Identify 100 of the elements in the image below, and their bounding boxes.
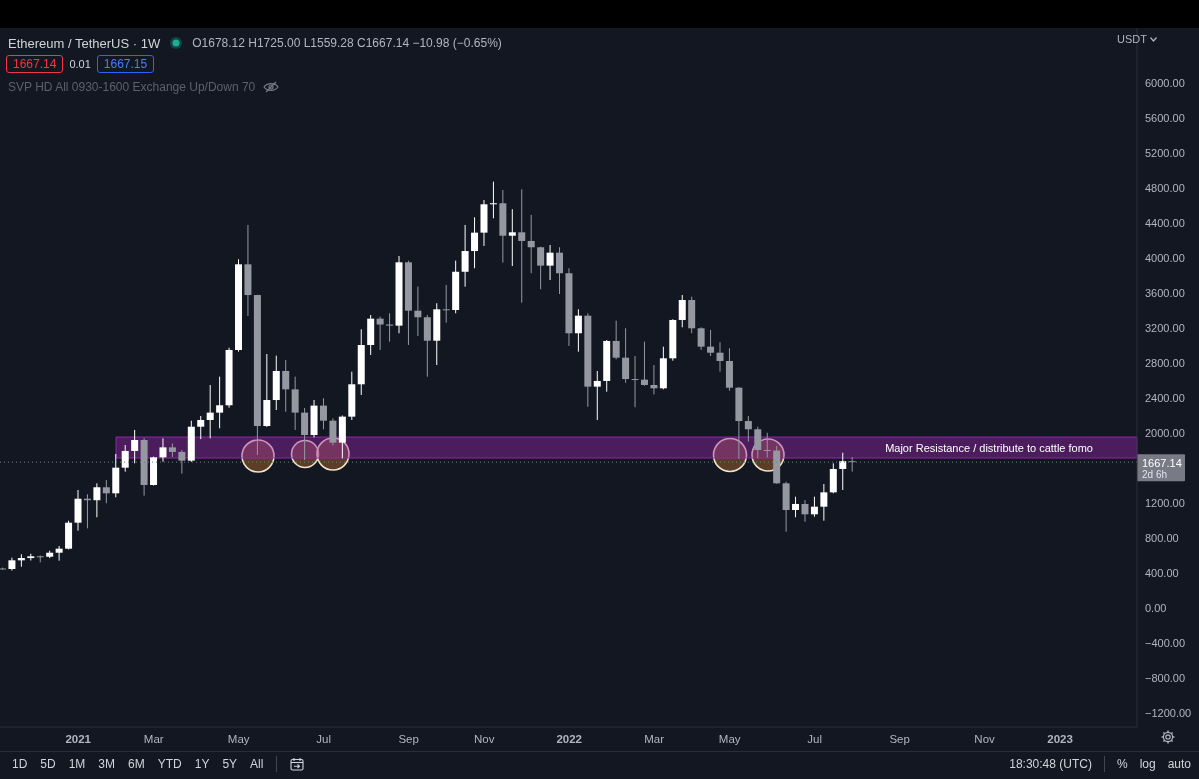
text: 5D — [40, 757, 56, 771]
text: auto — [1167, 757, 1191, 771]
text: 18:30:48 (UTC) — [1009, 757, 1092, 771]
candlestick — [102, 479, 110, 504]
text: 1D — [12, 757, 28, 771]
text: 3M — [98, 757, 116, 771]
candlestick — [442, 284, 450, 324]
band-label: Major Resistance / distribute to cattle fomo — [885, 441, 1093, 454]
candlestick — [593, 370, 601, 421]
candlestick — [461, 224, 469, 288]
y-tick-label: 5600.00 — [1145, 112, 1185, 125]
candlestick — [291, 376, 299, 431]
y-tick-label: 5200.00 — [1145, 147, 1185, 160]
candlestick — [792, 496, 800, 518]
candlestick — [489, 181, 497, 219]
y-tick-label: 6000.00 — [1145, 77, 1185, 90]
candlestick — [55, 545, 63, 562]
y-tick-label: 3200.00 — [1145, 322, 1185, 335]
y-tick-label: 0.00 — [1145, 602, 1167, 615]
y-tick-label: 400.00 — [1145, 567, 1179, 580]
candlestick — [829, 462, 837, 494]
x-tick-label: 2021 — [65, 733, 92, 745]
y-tick-label: −400.00 — [1145, 637, 1186, 649]
candlestick — [716, 341, 724, 373]
candlestick — [527, 214, 535, 274]
x-tick-label: May — [718, 733, 741, 745]
annotation: SVP HD All 0930-1600 Exchange Up/Down 70 — [8, 80, 256, 94]
candlestick — [754, 426, 762, 459]
annotation: O1678.12 H1725.00 L1559.28 C1667.14 −10.98 (−0.65%) — [192, 36, 502, 50]
candlestick — [546, 244, 554, 281]
candlestick — [574, 308, 582, 353]
candlestick — [537, 246, 545, 290]
x-tick-label: May — [227, 733, 250, 745]
candlestick — [216, 376, 224, 429]
candlestick — [763, 432, 771, 459]
x-tick-label: Nov — [473, 733, 495, 745]
candlestick — [820, 483, 828, 522]
candlestick — [414, 286, 422, 337]
candlestick — [329, 417, 337, 446]
ref-line-label: 1667.14 — [1142, 456, 1182, 469]
candlestick — [376, 316, 384, 351]
y-tick-label: −1200.00 — [1145, 707, 1192, 719]
candlestick — [74, 489, 82, 532]
x-tick-label: Sep — [889, 733, 910, 745]
y-tick-label: 1200.00 — [1145, 497, 1185, 510]
y-tick-label: 3600.00 — [1145, 287, 1185, 300]
x-tick-label: Nov — [974, 733, 996, 745]
candlestick — [178, 449, 186, 475]
candlestick — [640, 341, 648, 387]
candlestick — [197, 415, 205, 440]
candlestick — [282, 359, 290, 413]
text: 2d 6h — [1142, 469, 1168, 481]
candlestick — [707, 329, 715, 357]
candlestick — [631, 355, 639, 408]
candlestick — [744, 415, 752, 443]
candlestick — [801, 499, 809, 523]
candlestick — [839, 452, 847, 491]
x-tick-label: Jul — [807, 733, 822, 745]
x-tick-label: Sep — [398, 733, 419, 745]
candlestick — [556, 246, 564, 295]
candlestick — [319, 397, 327, 430]
x-tick-label: 2023 — [1047, 733, 1073, 745]
text: 5Y — [222, 757, 238, 771]
text: 1Y — [194, 757, 210, 771]
text: % — [1116, 757, 1128, 771]
text: log — [1139, 757, 1156, 771]
candlestick — [810, 496, 818, 518]
candlestick — [622, 327, 630, 384]
text: Ethereum / TetherUS · 1W — [8, 35, 161, 51]
candlestick — [159, 437, 167, 463]
y-tick-label: −800.00 — [1145, 672, 1186, 684]
y-tick-label: 4400.00 — [1145, 217, 1185, 230]
annotation: 1667.14 — [6, 55, 64, 73]
candlestick — [471, 216, 479, 269]
text: 1M — [68, 757, 86, 771]
x-tick-label: Mar — [644, 733, 665, 745]
x-tick-label: 2022 — [556, 733, 582, 745]
y-tick-label: 2800.00 — [1145, 357, 1185, 370]
candlestick — [121, 444, 129, 473]
y-axis-title: USDT — [1117, 33, 1147, 45]
candlestick — [131, 429, 139, 464]
x-tick-label: Mar — [143, 733, 164, 745]
candlestick — [518, 188, 526, 304]
candlestick — [697, 326, 705, 351]
text: 6M — [128, 757, 145, 771]
x-tick-label: Jul — [316, 733, 332, 745]
y-tick-label: 2000.00 — [1145, 427, 1185, 440]
annotation: 0.01 — [69, 58, 91, 70]
candlestick — [508, 208, 516, 267]
y-tick-label: 2400.00 — [1145, 392, 1185, 405]
candlestick — [93, 482, 101, 518]
y-tick-label: 4000.00 — [1145, 252, 1185, 265]
candlestick — [206, 384, 214, 439]
candlestick — [612, 320, 620, 360]
text: YTD — [157, 757, 182, 771]
y-tick-label: 800.00 — [1145, 532, 1179, 545]
text: All — [250, 757, 264, 771]
y-tick-label: 4800.00 — [1145, 182, 1185, 195]
candlestick — [301, 407, 309, 461]
candlestick — [423, 314, 431, 378]
